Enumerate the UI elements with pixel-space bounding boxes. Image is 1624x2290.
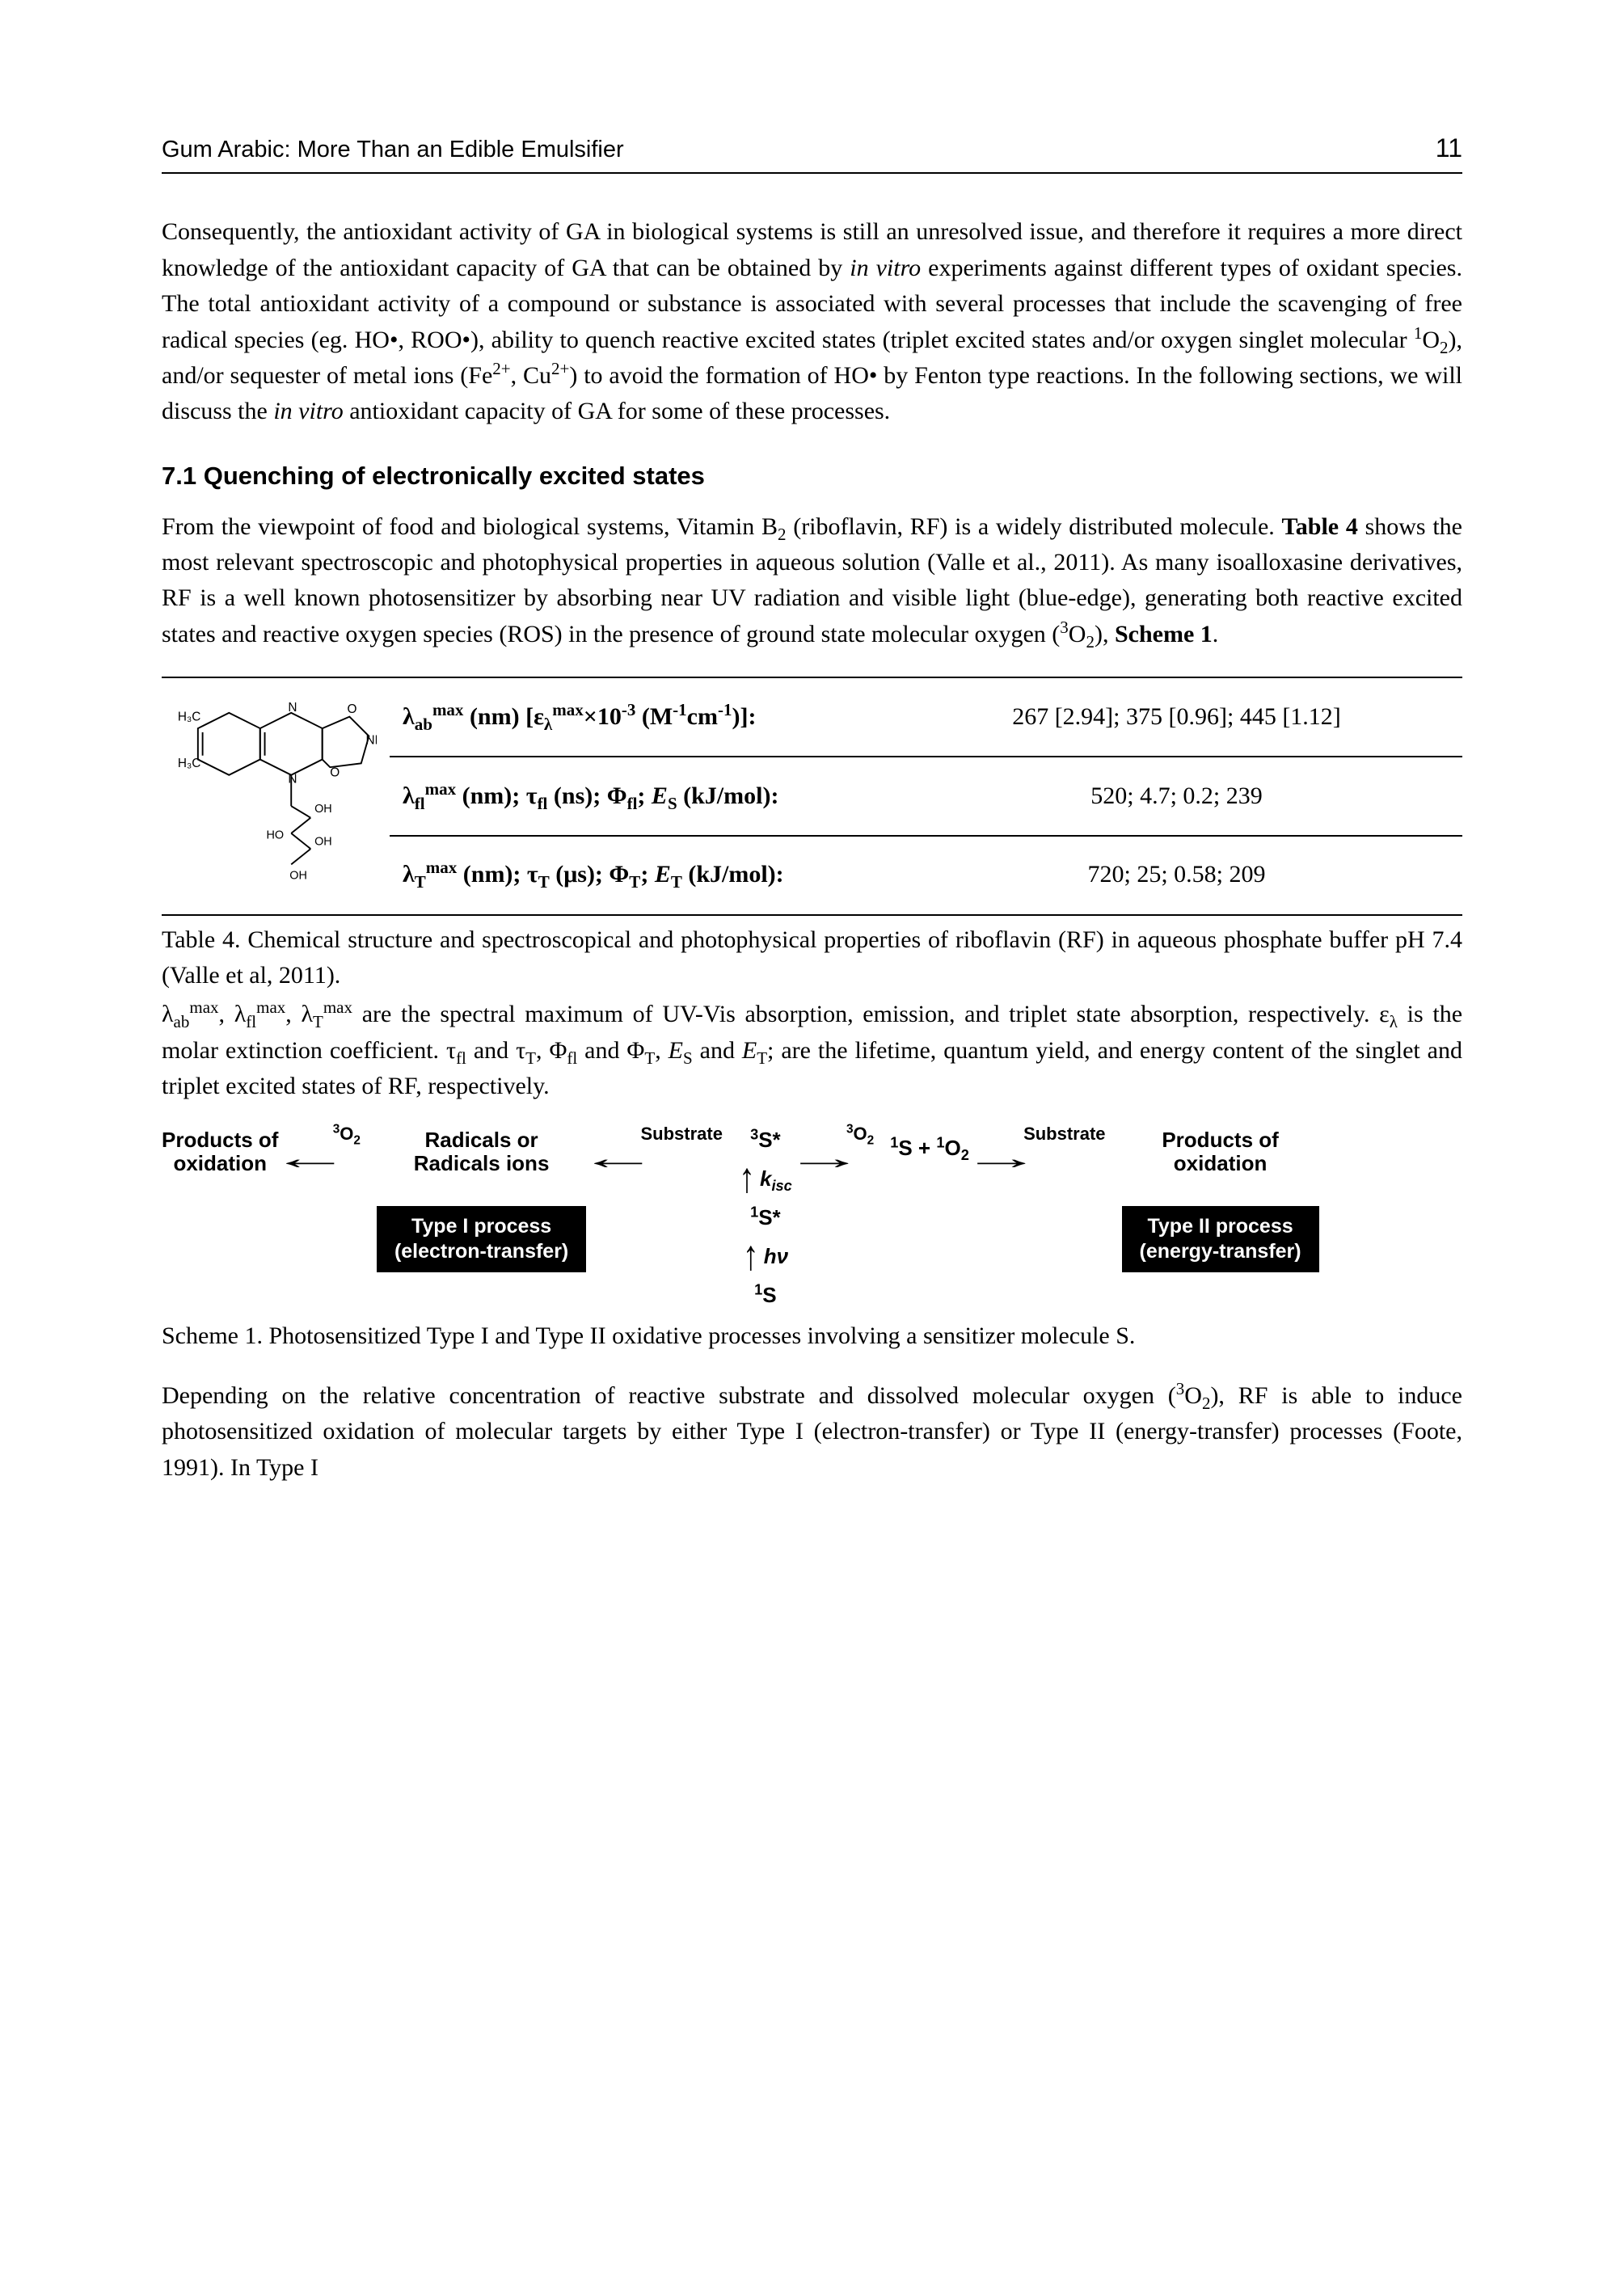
table-row-1-value: 267 [2.94]; 375 [0.96]; 445 [1.12] <box>891 677 1462 757</box>
svg-text:O: O <box>330 766 340 780</box>
svg-text:H₃C: H₃C <box>178 711 200 724</box>
scheme-products-right: Products of oxidation <box>1162 1128 1278 1175</box>
scheme-substrate-1: Substrate <box>641 1124 723 1144</box>
scheme-radicals: Radicals or Radicals ions <box>414 1128 550 1175</box>
arrow-up-icon <box>739 1155 755 1203</box>
table-4-caption: Table 4. Chemical structure and spectros… <box>162 922 1462 994</box>
page-header: Gum Arabic: More Than an Edible Emulsifi… <box>162 129 1462 174</box>
svg-text:O: O <box>347 702 356 716</box>
scheme-o2-1: 3O2 <box>333 1124 361 1144</box>
header-title: Gum Arabic: More Than an Edible Emulsifi… <box>162 133 624 167</box>
table-row-2-value: 520; 4.7; 0.2; 239 <box>891 757 1462 836</box>
arrow-left-icon <box>294 1149 327 1174</box>
scheme-1: Products of oxidation 3O2 Radicals or Ra… <box>162 1128 1462 1306</box>
page-number: 11 <box>1436 129 1462 167</box>
arrow-right-icon <box>985 1149 1018 1174</box>
table-row-3-label: λTmax (nm); τT (μs); ΦT; ET (kJ/mol): <box>390 836 891 915</box>
table-4-footnote: λabmax, λflmax, λTmax are the spectral m… <box>162 997 1462 1104</box>
scheme-box-type2: Type II process (energy-transfer) <box>1122 1206 1319 1273</box>
scheme-hv: hν <box>764 1245 788 1268</box>
svg-text:N: N <box>288 701 297 715</box>
svg-text:N: N <box>288 773 297 787</box>
riboflavin-structure: H₃C H₃C N N O NH O OH HO OH OH <box>162 677 390 914</box>
table-4: H₃C H₃C N N O NH O OH HO OH OH λabmax (n… <box>162 677 1462 915</box>
section-heading-7-1: 7.1 Quenching of electronically excited … <box>162 458 1462 495</box>
scheme-1-caption: Scheme 1. Photosensitized Type I and Typ… <box>162 1318 1462 1354</box>
arrow-left-icon <box>602 1149 635 1174</box>
paragraph-1: Consequently, the antioxidant activity o… <box>162 214 1462 429</box>
table-row-1-label: λabmax (nm) [ελmax×10-3 (M-1cm-1)]: <box>390 677 891 757</box>
svg-text:NH: NH <box>366 733 377 747</box>
scheme-substrate-2: Substrate <box>1023 1124 1105 1144</box>
table-row-3-value: 720; 25; 0.58; 209 <box>891 836 1462 915</box>
svg-text:OH: OH <box>314 835 332 848</box>
arrow-right-icon <box>808 1149 841 1174</box>
chemical-structure-icon: H₃C H₃C N N O NH O OH HO OH OH <box>175 690 377 892</box>
scheme-singlet: 1S + 1O2 <box>890 1137 969 1160</box>
scheme-box-type1: Type I process (electron-transfer) <box>377 1206 586 1273</box>
svg-text:HO: HO <box>266 829 284 842</box>
paragraph-2: From the viewpoint of food and biologica… <box>162 509 1462 653</box>
scheme-products-left: Products of oxidation <box>162 1128 278 1175</box>
table-row-2-label: λflmax (nm); τfl (ns); Φfl; ES (kJ/mol): <box>390 757 891 836</box>
svg-text:H₃C: H₃C <box>178 757 200 770</box>
arrow-up-icon <box>743 1233 759 1280</box>
paragraph-3: Depending on the relative concentration … <box>162 1378 1462 1486</box>
scheme-o2-2: 3O2 <box>846 1124 874 1144</box>
svg-text:OH: OH <box>289 870 307 883</box>
svg-text:OH: OH <box>314 803 332 816</box>
